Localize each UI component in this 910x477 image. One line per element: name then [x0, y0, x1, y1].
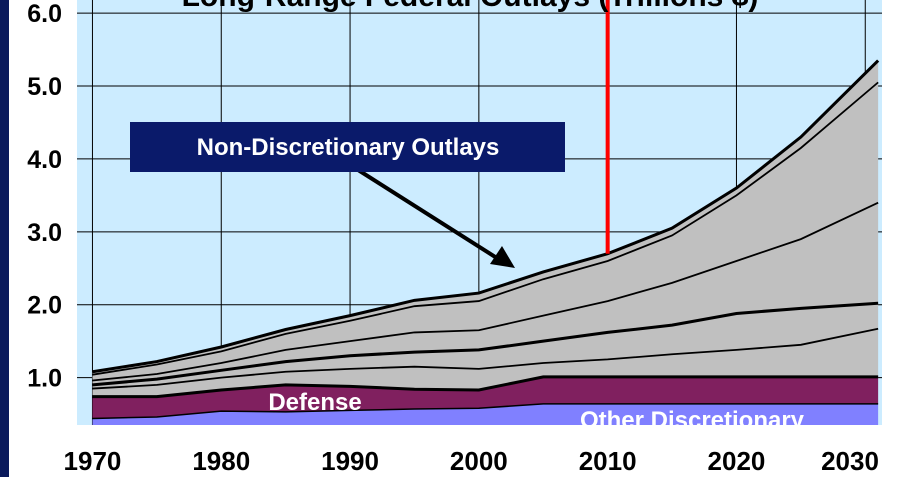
area-edge [92, 201, 879, 382]
y-tick-label: 5.0 [27, 73, 62, 101]
y-tick-label: 6.0 [27, 0, 62, 28]
series-label: Defense [268, 389, 361, 416]
annotation-arrowhead [490, 246, 515, 268]
left-bar [0, 0, 9, 477]
annotation: Non-Discretionary Outlays [197, 134, 500, 161]
area [92, 403, 879, 425]
area-edge [92, 375, 879, 399]
overlay: Defense Other Discretionary Non-Discretion… [130, 0, 805, 434]
annotation-box [130, 122, 565, 172]
x-tick-label: 1970 [64, 446, 122, 476]
area [92, 82, 879, 381]
y-tick-label: 4.0 [27, 146, 62, 174]
x-tick-label: 2020 [708, 446, 766, 476]
area-edge [92, 301, 879, 387]
x-tick-label: 2000 [450, 446, 508, 476]
y-tick-label: 1.0 [27, 365, 62, 393]
x-tick-label: 1990 [321, 446, 379, 476]
area-edge [92, 327, 879, 390]
area [92, 328, 879, 397]
area-edge [92, 59, 880, 374]
area-edge [92, 403, 879, 420]
x-tick-label: 2010 [579, 446, 637, 476]
y-tick-label: 3.0 [27, 219, 62, 247]
y-tick-label: 2.0 [27, 292, 62, 320]
chart-title: Long-Range Federal Outlays (Trillions $) [182, 0, 759, 13]
x-tick-label: 1980 [192, 446, 250, 476]
area [92, 376, 879, 419]
annotation-arrow [353, 166, 502, 262]
x-tick-label: 2030 [821, 446, 879, 476]
area-edge [92, 81, 879, 376]
areas [92, 59, 880, 425]
series-label: Other Discretionary [580, 407, 805, 434]
